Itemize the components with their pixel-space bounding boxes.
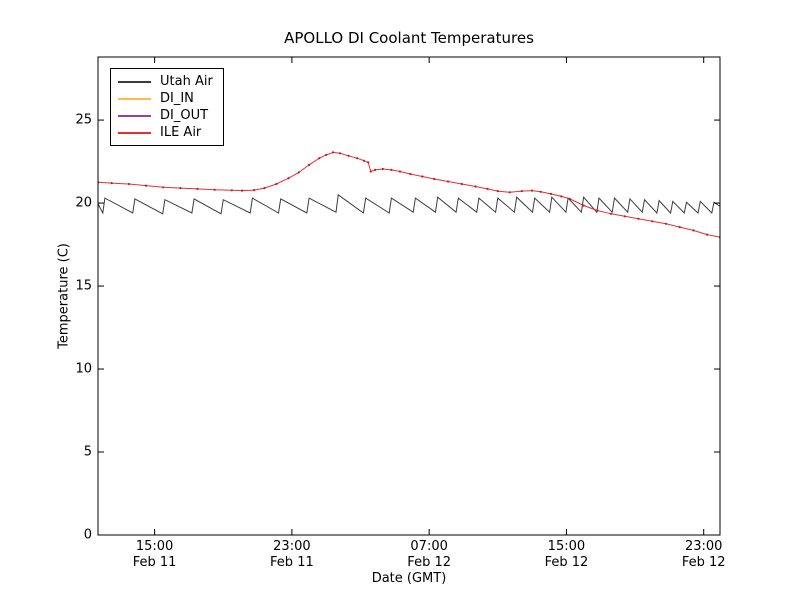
x-tick-date: Feb 11 [132,555,177,570]
data-point-marker [297,171,300,174]
data-point-marker [347,154,350,157]
data-point-marker [253,189,256,192]
x-tick-time: 23:00 [684,539,723,554]
data-point-marker [369,170,372,173]
data-point-marker [678,226,681,229]
legend-item-ile-air: ILE Air [118,124,213,141]
data-point-marker [308,163,311,166]
x-axis-label: Date (GMT) [371,571,447,586]
data-point-marker [623,215,626,218]
x-tick-label: 15:00 Feb 12 [545,539,589,571]
legend-line-sample [118,97,151,100]
data-point-marker [474,185,477,188]
y-tick-label: 15 [75,278,92,294]
data-point-marker [325,153,328,156]
data-point-marker [539,190,542,193]
data-point-marker [287,177,290,180]
data-point-marker [275,182,278,186]
legend-line-sample [118,80,151,83]
data-point-marker [390,168,393,171]
legend-item-di-in: DI_IN [118,90,213,107]
data-point-marker [692,229,695,232]
x-tick-label: 15:00 Feb 11 [133,539,177,571]
x-tick-date: Feb 12 [407,555,452,570]
data-point-marker [706,233,709,236]
data-point-marker [421,175,424,178]
series-group [98,151,720,239]
data-point-marker [162,186,165,189]
data-point-marker [356,157,359,160]
chart-title: APOLLO DI Coolant Temperatures [284,29,534,47]
data-point-marker [609,212,613,215]
x-tick-label: 23:00 Feb 12 [682,539,726,571]
data-point-marker [460,182,463,186]
data-point-marker [486,187,489,190]
data-point-marker [241,189,244,192]
data-point-marker [318,157,321,160]
data-point-marker [332,151,335,154]
data-point-marker [374,168,377,171]
x-tick-date: Feb 12 [544,555,589,570]
legend-line-sample [118,131,151,134]
x-tick-date: Feb 11 [270,555,314,570]
legend-label: Utah Air [160,74,213,89]
data-point-marker [398,170,402,173]
x-tick-date: Feb 12 [681,555,726,570]
x-tick-label: 23:00 Feb 11 [270,539,314,571]
legend-label: DI_IN [160,91,194,106]
x-tick-label: 07:00 Feb 12 [407,539,451,571]
axes-frame [97,56,721,536]
data-point-marker [127,182,130,186]
data-point-marker [531,189,534,192]
data-point-marker [263,187,266,190]
data-point-marker [409,172,412,176]
series-line-utah-air [98,193,720,215]
data-point-marker [664,222,668,225]
x-tick-time: 07:00 [410,539,448,554]
data-point-marker [196,187,199,190]
x-tick-time: 23:00 [273,539,311,554]
data-point-marker [362,159,366,162]
data-point-marker [520,190,523,193]
y-tick-label: 5 [83,444,92,460]
data-point-marker [496,190,499,193]
data-point-marker [179,187,182,190]
series-line-ile-air [98,151,720,238]
data-point-marker [144,184,148,187]
legend-item-utah-air: Utah Air [118,73,213,90]
legend-item-di-out: DI_OUT [118,107,213,124]
y-tick-label: 20 [75,195,92,211]
legend-line-sample [118,114,151,117]
data-point-marker [230,189,233,192]
data-point-marker [213,188,216,191]
x-tick-time: 15:00 [547,539,586,554]
data-point-marker [508,191,511,194]
data-point-marker [367,161,370,164]
data-point-marker [582,204,585,207]
data-point-marker [446,180,450,183]
data-point-marker [433,177,436,181]
y-tick-label: 0 [83,527,92,543]
y-axis-label: Temperature (C) [56,243,72,349]
data-point-marker [110,182,113,185]
data-point-marker [560,195,563,198]
data-point-marker [549,192,553,195]
x-tick-time: 15:00 [135,539,174,554]
y-tick-label: 10 [75,361,92,377]
data-point-marker [596,209,599,212]
data-point-marker [338,152,341,155]
legend: Utah Air DI_IN DI_OUT ILE Air [110,68,224,146]
legend-label: ILE Air [160,125,202,140]
data-point-marker [381,167,384,171]
data-point-marker [637,217,640,220]
y-tick-label: 25 [75,112,92,128]
data-point-marker [568,197,572,200]
data-point-marker [651,220,654,223]
legend-label: DI_OUT [160,108,209,123]
